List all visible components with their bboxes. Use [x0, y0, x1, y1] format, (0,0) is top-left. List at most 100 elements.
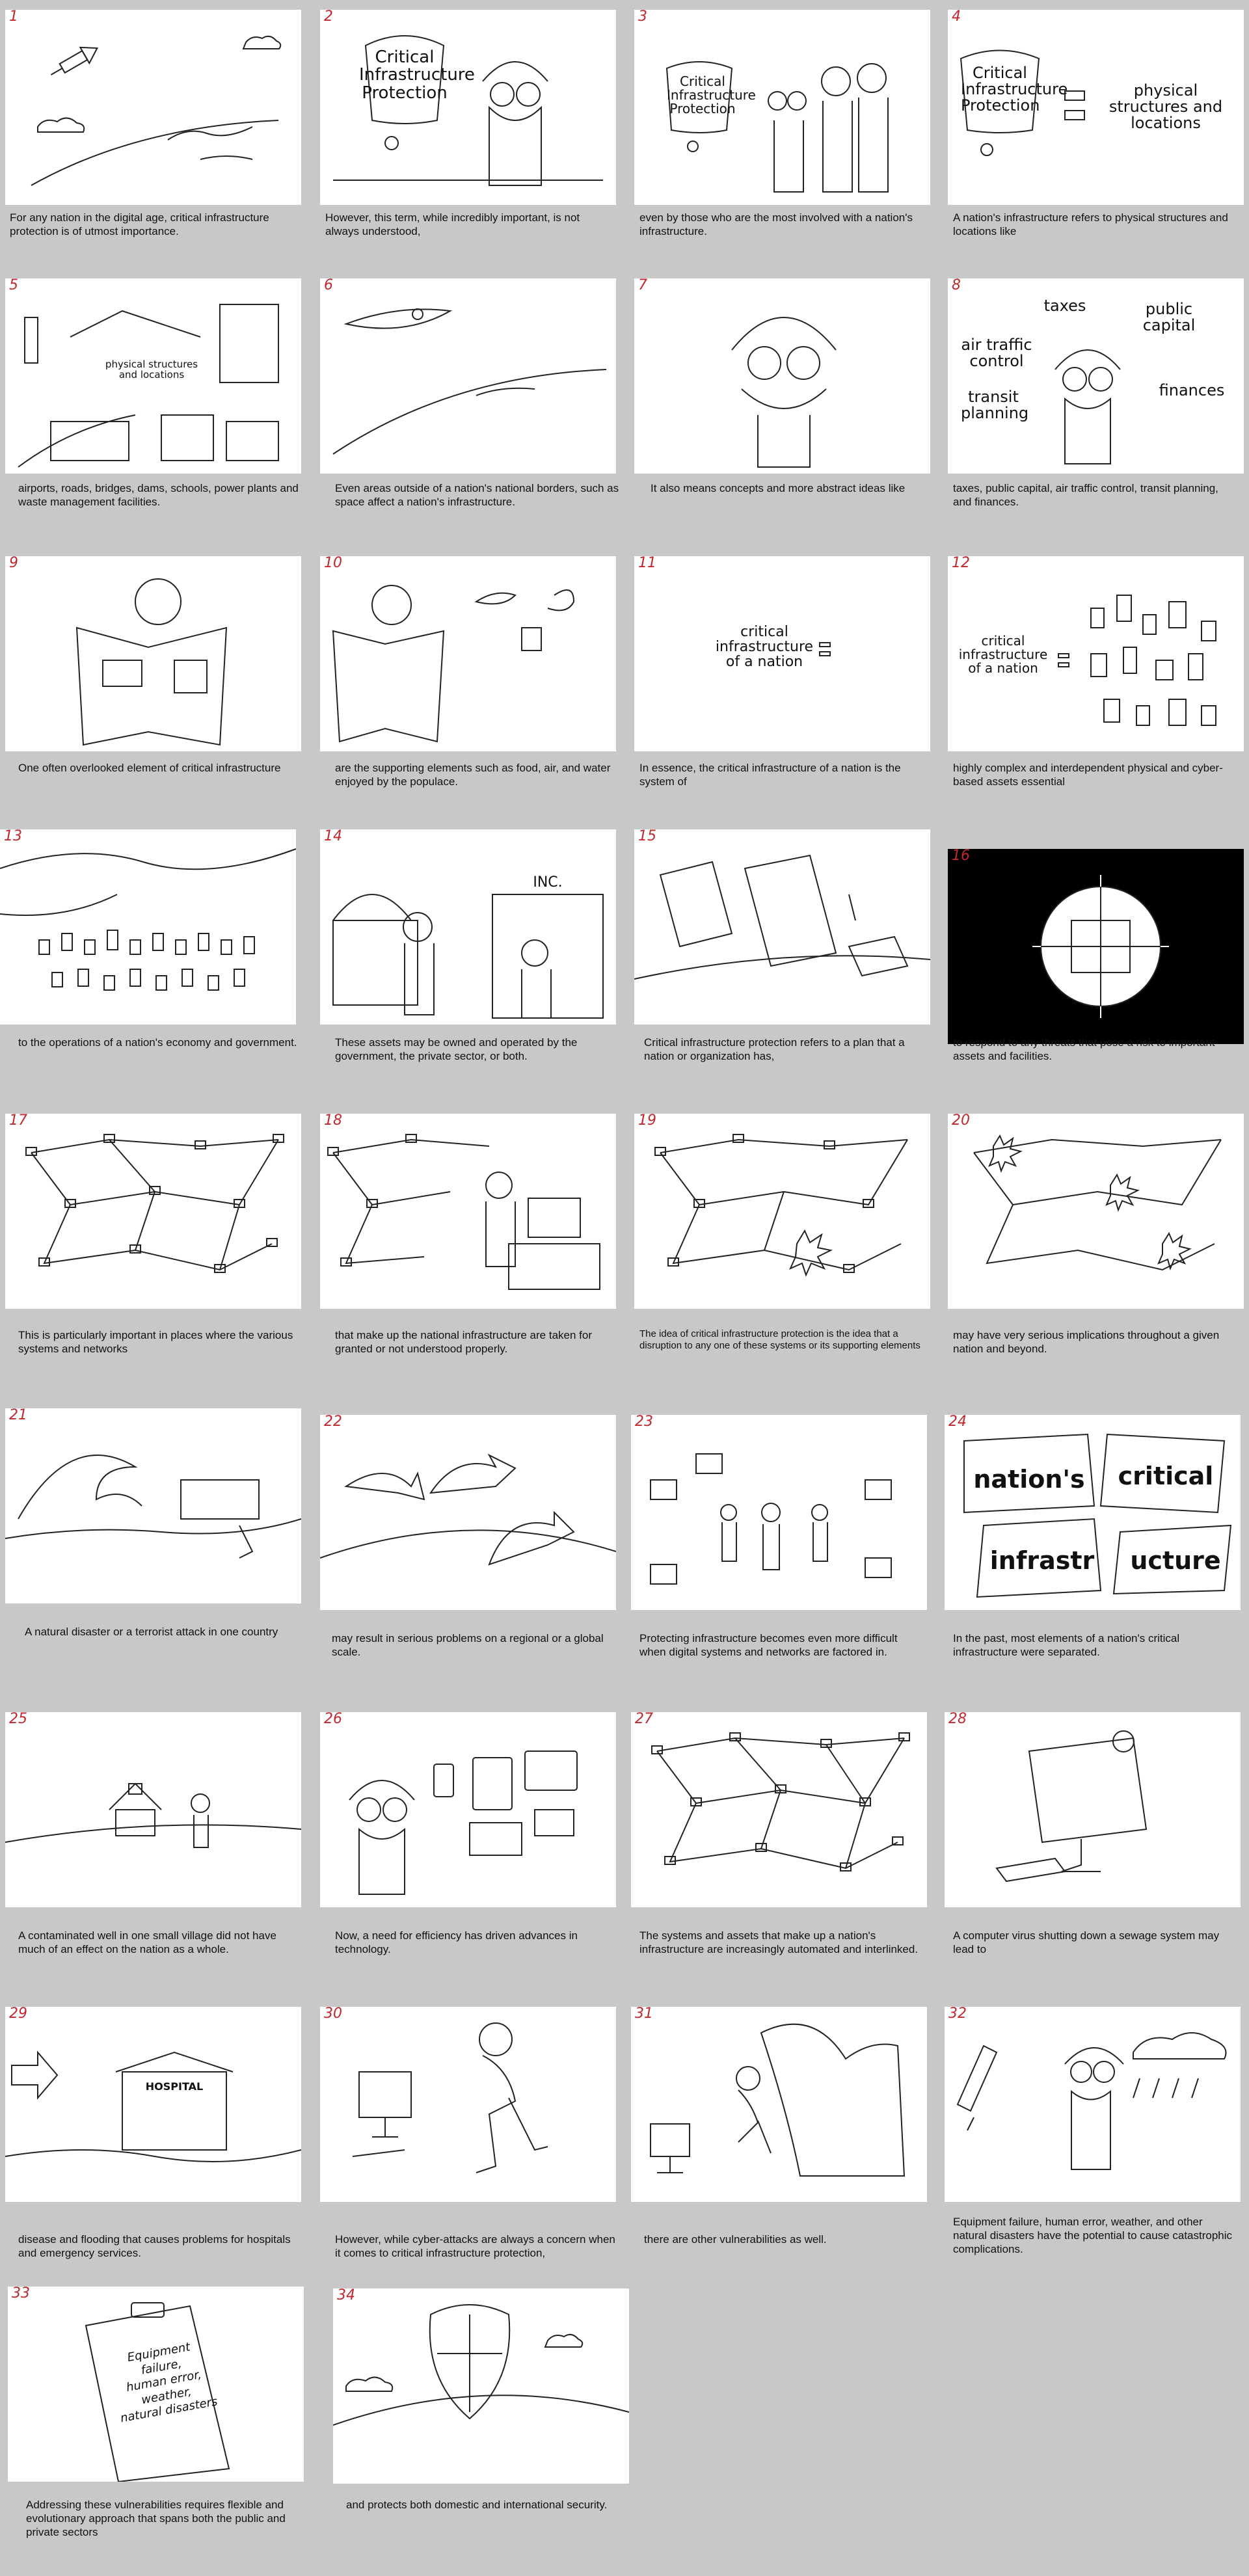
- satellite-over-earth-illustration: [31, 35, 282, 186]
- interlinked-network-illustration: [651, 1732, 910, 1872]
- panel-title-text: Critical Infrastructure Protection: [359, 47, 475, 103]
- panel-caption: However, while cyber-attacks are always …: [335, 2233, 615, 2259]
- panel-caption: One often overlooked element of critical…: [18, 762, 281, 774]
- panel-caption: even by those who are the most involved …: [639, 211, 913, 237]
- hacker-sneaking-illustration: [352, 2022, 548, 2173]
- panel-number: 31: [635, 2007, 653, 2022]
- panel-caption: Even areas outside of a nation's nationa…: [335, 482, 619, 508]
- panel-number: 12: [952, 556, 970, 571]
- panel-caption: Critical infrastructure protection refer…: [644, 1036, 905, 1062]
- panel-number: 11: [638, 556, 656, 571]
- panel-number: 10: [324, 556, 342, 571]
- storyboard-panel-11: 11 critical infrastructure of a nation: [634, 556, 930, 751]
- panel-caption: Now, a need for efficiency has driven ad…: [335, 1929, 578, 1955]
- panel-caption: there are other vulnerabilities as well.: [644, 2233, 827, 2246]
- storyboard-panel-27: 27: [631, 1712, 927, 1907]
- computer-network-illustration: [25, 1134, 284, 1273]
- tsunami-wave-illustration: [5, 1455, 301, 1559]
- puzzle-piece-text: ucture: [1130, 1546, 1221, 1575]
- panel-number: 21: [9, 1408, 27, 1423]
- panel-number: 14: [324, 829, 342, 844]
- puzzle-piece-text: critical: [1118, 1462, 1214, 1490]
- girl-with-glasses-illustration: [731, 317, 837, 468]
- storyboard-panel-24: 24 nation's critical infrastr ucture: [945, 1415, 1241, 1610]
- definition-bubble-illustration: [960, 49, 1085, 156]
- storyboard-panel-13: 13: [0, 829, 296, 1025]
- storyboard-panel-22: 22: [320, 1415, 616, 1610]
- storyboard-panel-5: 5 physical structures and locations: [5, 278, 301, 474]
- panel-number: 24: [948, 1415, 967, 1430]
- storyboard-panel-18: 18: [320, 1114, 616, 1309]
- panel-caption: airports, roads, bridges, dams, schools,…: [18, 482, 299, 508]
- panel-title-text: physical structures and locations: [105, 358, 198, 381]
- panel-title-text: Critical Infrastructure Protection: [667, 74, 756, 116]
- storyboard-panel-23: 23: [631, 1415, 927, 1610]
- panel-number: 26: [324, 1712, 342, 1727]
- clipboard-checklist-illustration: [85, 2302, 230, 2482]
- puzzle-piece-text: infrastr: [989, 1546, 1095, 1575]
- storyboard-panel-21: 21: [5, 1408, 301, 1603]
- panel-caption: to respond to any threats that pose a ri…: [953, 1036, 1215, 1062]
- concept-word: transit planning: [961, 388, 1029, 423]
- storyboard-panel-29: 29 HOSPITAL: [5, 2007, 301, 2202]
- concept-word: finances: [1159, 381, 1225, 399]
- panel-number: 6: [324, 278, 333, 293]
- storyboard-panel-2: 2 Critical Infrastructure Protection: [320, 10, 616, 205]
- torn-paper-pieces-illustration: [963, 1433, 1232, 1598]
- panel-caption: highly complex and interdependent physic…: [953, 762, 1223, 788]
- panel-number: 32: [948, 2007, 967, 2022]
- storyboard-panel-6: 6: [320, 278, 616, 474]
- storyboard-panel-7: 7: [634, 278, 930, 474]
- panel-caption: This is particularly important in places…: [18, 1329, 293, 1355]
- panel-caption: However, this term, while incredibly imp…: [325, 211, 580, 237]
- storyboard-panel-17: 17: [5, 1114, 301, 1309]
- panel-number: 19: [638, 1114, 656, 1129]
- concept-word: air traffic control: [961, 336, 1032, 371]
- panel-number: 7: [638, 278, 647, 293]
- panel-caption: Protecting infrastructure becomes even m…: [639, 1632, 898, 1658]
- storyboard-panel-33: 33 Equipment failure, human error, weath…: [8, 2287, 304, 2482]
- storyboard-panel-10: 10: [320, 556, 616, 751]
- concept-word: taxes: [1043, 297, 1086, 315]
- panel-number: 27: [635, 1712, 653, 1727]
- government-and-private-buildings-illustration: [332, 894, 604, 1019]
- rocket-over-earth-illustration: [332, 308, 607, 455]
- concept-word: public capital: [1142, 300, 1196, 335]
- panel-number: 29: [9, 2007, 27, 2022]
- panel-caption: The idea of critical infrastructure prot…: [639, 1328, 920, 1351]
- panel-side-text: physical structures and locations: [1108, 81, 1223, 133]
- storyboard-panel-26: 26: [320, 1712, 616, 1907]
- assets-cluster-illustration: [1058, 595, 1216, 726]
- contaminated-well-illustration: [5, 1782, 301, 1848]
- panel-caption: A natural disaster or a terrorist attack…: [25, 1626, 278, 1638]
- girl-with-broken-tool-and-storm-illustration: [956, 2032, 1227, 2170]
- panel-number: 4: [952, 10, 961, 25]
- panel-number: 34: [337, 2288, 355, 2303]
- panel-caption: A computer virus shutting down a sewage …: [953, 1929, 1220, 1955]
- storyboard-panel-8: 8 taxes public capital air traffic contr…: [948, 278, 1244, 474]
- globe-with-arrows-illustration: [320, 1453, 616, 1566]
- panel-caption: A nation's infrastructure refers to phys…: [953, 211, 1228, 237]
- panel-caption: disease and flooding that causes problem…: [18, 2233, 291, 2259]
- panel-number: 15: [638, 829, 656, 844]
- panel-number: 3: [638, 10, 647, 25]
- equals-sign-illustration: [819, 642, 831, 656]
- panel-caption: taxes, public capital, air traffic contr…: [953, 482, 1218, 508]
- shield-over-earth-illustration: [333, 2304, 629, 2426]
- girl-thinking-illustration: [333, 35, 603, 186]
- storyboard-panel-19: 19: [634, 1114, 930, 1309]
- girl-and-officials-illustration: [665, 61, 889, 193]
- panel-title-text: critical infrastructure of a nation: [715, 624, 814, 671]
- panel-number: 5: [9, 278, 18, 293]
- girl-thinking-concepts-illustration: [1054, 349, 1121, 464]
- storyboard-panel-28: 28: [945, 1712, 1241, 1907]
- city-structures-illustration: [18, 304, 279, 468]
- storyboard-panel-20: 20: [948, 1114, 1244, 1309]
- panel-number: 16: [952, 849, 970, 864]
- storyboard-panel-30: 30: [320, 2007, 616, 2202]
- panel-number: 2: [324, 10, 333, 25]
- panel-caption: and protects both domestic and internati…: [346, 2499, 608, 2511]
- hacker-with-looming-shadows-illustration: [650, 2023, 906, 2177]
- man-reading-newspaper-illustration: [75, 578, 228, 746]
- storyboard-panel-34: 34: [333, 2288, 629, 2484]
